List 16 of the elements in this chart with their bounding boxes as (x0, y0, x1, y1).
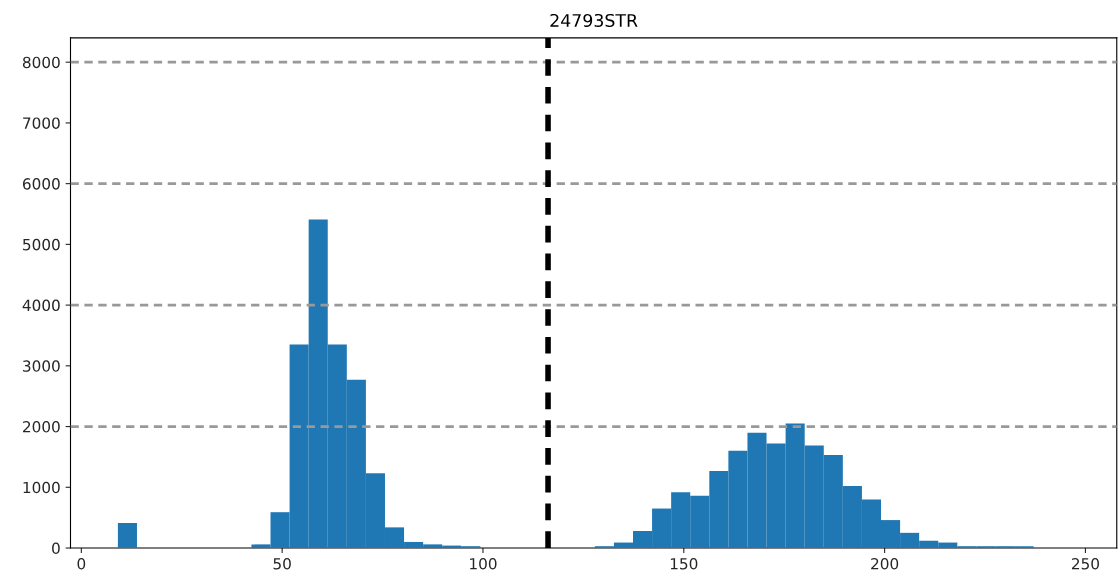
y-tick-label: 8000 (22, 56, 60, 69)
x-tick-label: 250 (1071, 558, 1099, 570)
y-tick-label: 6000 (22, 178, 60, 190)
chart-title: 24793STR (550, 13, 638, 28)
y-tick-label: 1000 (23, 481, 60, 494)
y-tick-label: 7000 (23, 117, 60, 129)
x-tick-label: 0 (77, 558, 86, 570)
y-tick-label: 0 (52, 542, 60, 555)
x-tick-label: 200 (871, 558, 899, 570)
y-tick-label: 4000 (22, 299, 60, 312)
x-tick-label: 150 (670, 558, 698, 570)
x-tick-label: 100 (470, 558, 497, 570)
y-tick-label: 2000 (23, 421, 60, 433)
x-tick-label: 50 (273, 558, 291, 570)
y-tick-label: 3000 (23, 360, 60, 372)
y-tick-label: 5000 (23, 238, 60, 251)
